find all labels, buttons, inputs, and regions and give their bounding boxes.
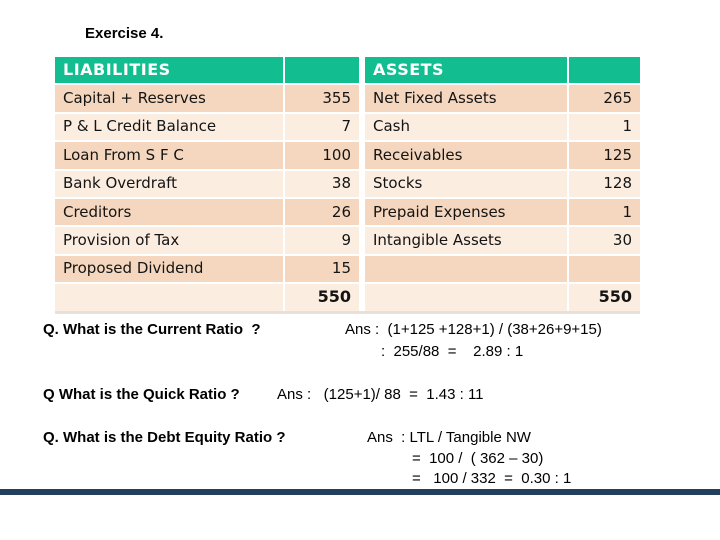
liabilities-header: LIABILITIES (55, 57, 283, 84)
column-spacer (361, 114, 363, 140)
liability-label: Creditors (55, 198, 283, 226)
asset-value: 128 (569, 170, 640, 197)
asset-label-empty (365, 255, 567, 283)
column-spacer (361, 171, 363, 197)
liability-value: 38 (285, 170, 359, 197)
asset-value: 30 (569, 227, 640, 254)
answer-debt-equity-line2: = 100 / ( 362 – 30) (412, 450, 544, 467)
asset-value: 265 (569, 85, 640, 112)
answer-debt-equity-line1: Ans : LTL / Tangible NW (367, 429, 531, 446)
liability-value: 15 (285, 255, 359, 283)
liability-value: 355 (285, 85, 359, 112)
asset-value: 125 (569, 142, 640, 169)
asset-value: 1 (569, 113, 640, 141)
footer-divider-bar (0, 489, 720, 495)
answer-debt-equity-line3: = 100 / 332 = 0.30 : 1 (412, 470, 572, 487)
liability-label: P & L Credit Balance (55, 113, 283, 141)
column-spacer (361, 199, 363, 225)
asset-label: Cash (365, 113, 567, 141)
asset-label: Net Fixed Assets (365, 85, 567, 112)
liabilities-total-value: 550 (285, 284, 359, 311)
answer-current-ratio-line1: Ans : (1+125 +128+1) / (38+26+9+15) (345, 321, 602, 338)
answer-current-ratio-line2: : 255/88 = 2.89 : 1 (381, 343, 524, 360)
column-spacer (361, 85, 363, 111)
liability-label: Loan From S F C (55, 142, 283, 169)
liability-value: 26 (285, 198, 359, 226)
asset-label: Receivables (365, 142, 567, 169)
assets-total-value: 550 (569, 284, 640, 311)
asset-value-empty (569, 255, 640, 283)
question-debt-equity-ratio: Q. What is the Debt Equity Ratio ? (43, 429, 286, 446)
slide-title: Exercise 4. (85, 25, 164, 42)
asset-label: Stocks (365, 170, 567, 197)
column-spacer (361, 142, 363, 168)
assets-header: ASSETS (365, 57, 567, 84)
liability-label: Bank Overdraft (55, 170, 283, 197)
column-spacer (361, 227, 363, 253)
column-spacer (361, 256, 363, 282)
asset-label: Intangible Assets (365, 227, 567, 254)
asset-value: 1 (569, 198, 640, 226)
question-quick-ratio: Q What is the Quick Ratio ? (43, 386, 240, 403)
asset-label: Prepaid Expenses (365, 198, 567, 226)
column-spacer (361, 284, 363, 310)
assets-total-label (365, 284, 567, 311)
column-spacer (361, 57, 363, 83)
question-current-ratio: Q. What is the Current Ratio ? (43, 321, 261, 338)
liabilities-total-label (55, 284, 283, 311)
liability-value: 100 (285, 142, 359, 169)
answer-quick-ratio: Ans : (125+1)/ 88 = 1.43 : 11 (277, 386, 484, 403)
liability-value: 7 (285, 113, 359, 141)
liability-value: 9 (285, 227, 359, 254)
liability-label: Proposed Dividend (55, 255, 283, 283)
liability-label: Provision of Tax (55, 227, 283, 254)
liabilities-amount-header (285, 57, 359, 84)
balance-sheet-table: LIABILITIES ASSETS Capital + Reserves 35… (55, 57, 640, 311)
assets-amount-header (569, 57, 640, 84)
liability-label: Capital + Reserves (55, 85, 283, 112)
